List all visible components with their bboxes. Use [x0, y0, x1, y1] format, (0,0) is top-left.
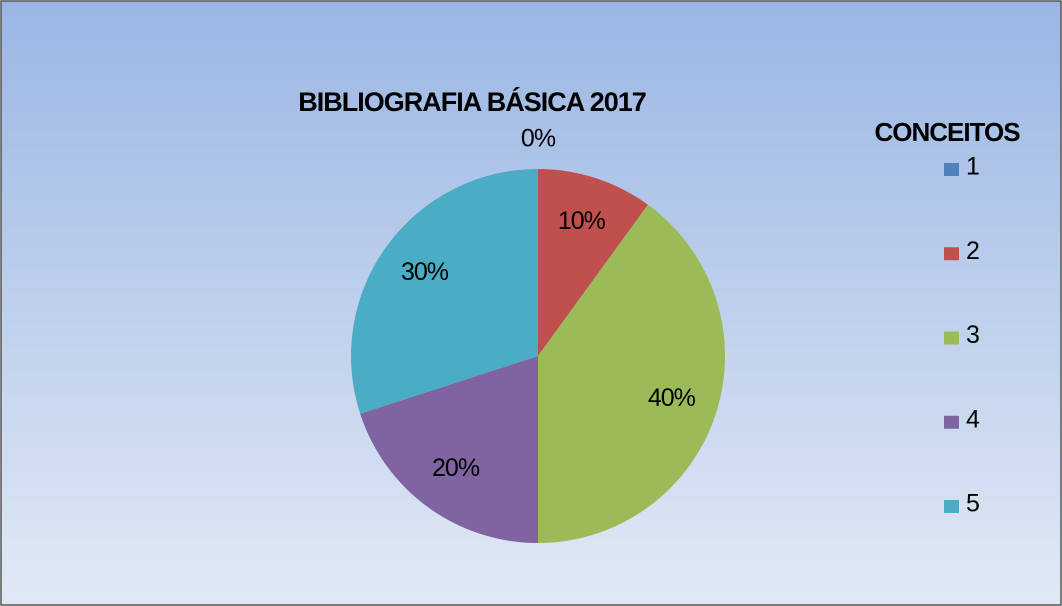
- legend-title: CONCEITOS: [874, 117, 1020, 147]
- legend-label: 2: [966, 237, 980, 265]
- data-label: 40%: [648, 384, 696, 412]
- legend-swatch: [944, 415, 959, 429]
- legend-swatch: [944, 331, 959, 345]
- pie-slice: [351, 169, 538, 414]
- data-label: 10%: [558, 207, 606, 235]
- legend-swatch: [944, 163, 959, 176]
- legend-swatch: [944, 500, 959, 513]
- legend-swatch: [944, 247, 959, 261]
- chart-title: BIBLIOGRAFIA BÁSICA 2017: [298, 86, 646, 117]
- pie-slice: [538, 204, 725, 544]
- legend-label: 1: [966, 153, 980, 181]
- legend-label: 3: [966, 321, 980, 349]
- pie-slice: [538, 169, 648, 356]
- data-label: 20%: [432, 454, 480, 482]
- pie-slice: [360, 356, 538, 543]
- legend-label: 5: [966, 490, 980, 518]
- data-label: 0%: [521, 125, 556, 153]
- legend-label: 4: [966, 405, 980, 433]
- data-label: 30%: [401, 258, 449, 286]
